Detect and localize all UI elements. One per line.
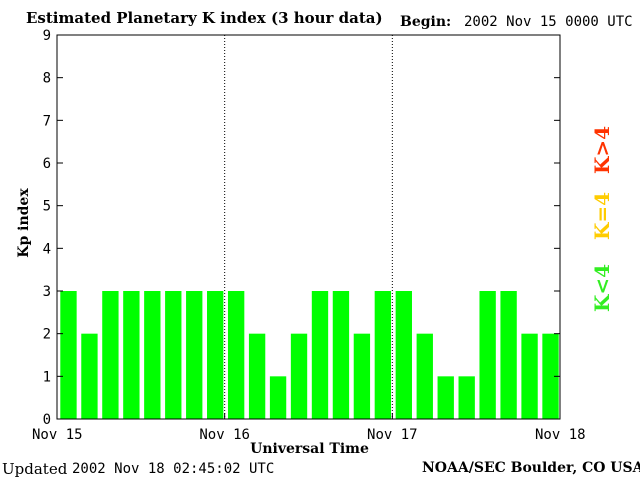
begin-value: 2002 Nov 15 0000 UTC [464, 14, 633, 30]
kp-bar [60, 291, 77, 419]
kp-bar [500, 291, 517, 419]
kp-bar [144, 291, 161, 419]
y-tick-label: 1 [43, 369, 51, 385]
legend-k-greater-4: K>4 [590, 125, 614, 174]
kp-bar [81, 333, 98, 419]
kp-bar [458, 376, 475, 419]
kp-bar [311, 291, 329, 419]
x-tick-label: Nov 15 [32, 427, 83, 443]
plot-frame [56, 34, 561, 420]
kp-bar [248, 333, 266, 419]
x-axis-label: Universal Time [250, 441, 369, 457]
x-tick-label: Nov 16 [199, 427, 250, 443]
y-tick-label: 7 [43, 113, 51, 129]
updated-label: Updated [2, 460, 68, 478]
kp-bar [542, 333, 559, 419]
kp-bar [290, 333, 308, 419]
updated-value: 2002 Nov 18 02:45:02 UTC [72, 461, 275, 477]
kp-bar [207, 291, 224, 419]
footer-credit: NOAA/SEC Boulder, CO USA [422, 460, 640, 476]
x-tick-label: Nov 17 [367, 427, 418, 443]
y-tick-label: 6 [43, 156, 51, 172]
legend-k-less-4: K<4 [590, 263, 614, 312]
kp-bar [227, 291, 245, 419]
y-axis-label: Kp index [16, 188, 32, 258]
kp-bar [479, 291, 496, 419]
kp-bar [102, 291, 119, 419]
kp-bar [353, 333, 371, 419]
y-tick-label: 5 [43, 199, 51, 215]
y-tick-label: 9 [43, 28, 51, 44]
kp-bar [416, 333, 433, 419]
y-tick-label: 4 [43, 241, 51, 257]
kp-bar [165, 291, 182, 419]
kp-bar [437, 376, 454, 419]
kp-bar [186, 291, 203, 419]
kp-bar [395, 291, 412, 419]
kp-bar [521, 333, 538, 419]
kp-bar [332, 291, 350, 419]
kp-bar [123, 291, 140, 419]
x-tick-label: Nov 18 [535, 427, 586, 443]
kp-bar [269, 376, 287, 419]
begin-label: Begin: [400, 14, 452, 30]
chart-title: Estimated Planetary K index (3 hour data… [26, 9, 383, 27]
y-tick-label: 3 [43, 284, 51, 300]
y-tick-label: 0 [43, 412, 51, 428]
y-tick-label: 2 [43, 327, 51, 343]
y-tick-label: 8 [43, 71, 51, 87]
kp-bar [374, 291, 392, 419]
legend-k-equal-4: K=4 [590, 191, 614, 240]
